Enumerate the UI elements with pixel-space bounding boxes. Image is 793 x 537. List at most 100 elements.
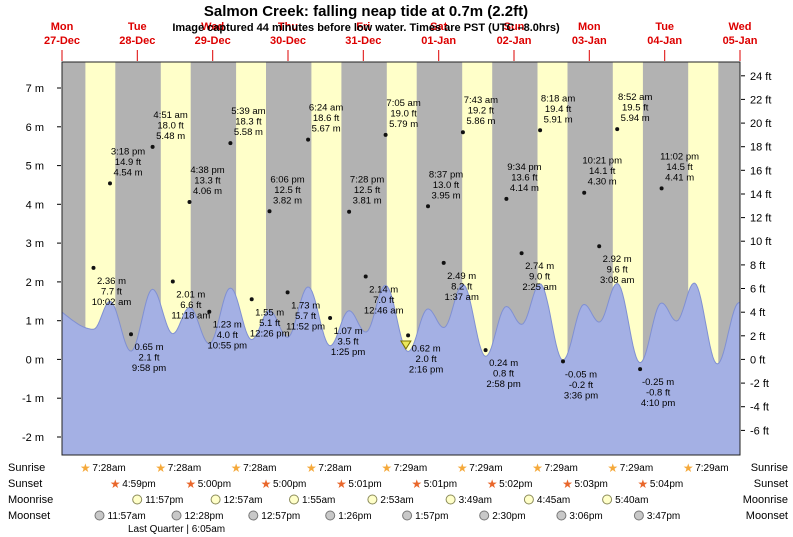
day-label: Mon: [578, 21, 601, 33]
tide-event-label-low: 0.24 m 0.8 ft 2:58 pm: [486, 358, 520, 390]
tide-event-dot: [170, 279, 175, 284]
chart-title: Salmon Creek: falling neap tide at 0.7m …: [204, 3, 528, 20]
tide-event-label-low: 2.92 m 9.6 ft 3:08 am: [600, 254, 634, 286]
sunset-icon: ★: [185, 477, 196, 491]
moonset-icon: [171, 510, 182, 521]
m-axis-tick-label: 5 m: [26, 161, 44, 173]
moonset-time: 3:06pm: [569, 511, 602, 522]
moon-phase-note: Last Quarter | 6:05am: [128, 524, 225, 535]
moonset-icon: [325, 510, 336, 521]
tide-event-label-high: 8:18 am 19.4 ft 5.91 m: [541, 93, 575, 125]
tide-event-dot: [267, 209, 272, 214]
moonset-icon: [633, 510, 644, 521]
sunset-time: 5:00pm: [198, 479, 231, 490]
tide-event-label-high: 10:21 pm 14.1 ft 4.30 m: [582, 156, 622, 188]
sunrise-icon: ★: [607, 461, 618, 475]
moonrise-time: 4:45am: [537, 495, 570, 506]
tide-event-dot: [363, 274, 368, 279]
ft-axis-tick-label: 14 ft: [750, 189, 771, 201]
moonrise-icon: [132, 494, 143, 505]
sunrise-time: 7:28am: [318, 463, 351, 474]
sunrise-icon: ★: [306, 461, 317, 475]
m-axis-tick-label: 3 m: [26, 238, 44, 250]
sunset-icon: ★: [562, 477, 573, 491]
day-label: Wed: [728, 21, 751, 33]
tide-event-label-high: 4:51 am 18.0 ft 5.48 m: [153, 110, 187, 142]
tide-event-dot: [108, 181, 112, 186]
date-label: 28-Dec: [119, 35, 155, 47]
tide-event-label-low: -0.25 m -0.8 ft 4:10 pm: [641, 377, 675, 409]
ft-axis-tick-label: 0 ft: [750, 354, 765, 366]
m-axis-tick-label: 4 m: [26, 199, 44, 211]
sunset-icon: ★: [336, 477, 347, 491]
sunset-icon: ★: [638, 477, 649, 491]
date-label: 04-Jan: [647, 35, 682, 47]
moonrise-time: 11:57pm: [145, 495, 183, 506]
tide-event-dot: [615, 127, 620, 132]
moonset-icon: [556, 510, 567, 521]
moonset-time: 1:57pm: [415, 511, 448, 522]
moonrise-time: 2:53am: [380, 495, 413, 506]
tide-event-dot: [406, 333, 411, 338]
moonrise-icon: [445, 494, 456, 505]
tide-event-dot: [91, 265, 96, 270]
moonset-icon: [94, 510, 105, 521]
day-label: Tue: [655, 21, 674, 33]
sunrise-icon: ★: [457, 461, 468, 475]
moonset-time: 3:47pm: [647, 511, 680, 522]
date-label: 30-Dec: [270, 35, 306, 47]
moonset-time: 1:26pm: [338, 511, 371, 522]
sunrise-icon: ★: [683, 461, 694, 475]
sunrise-time: 7:28am: [168, 463, 201, 474]
date-label: 31-Dec: [345, 35, 381, 47]
tide-event-dot: [228, 141, 233, 146]
sunrise-time: 7:29am: [620, 463, 653, 474]
sunrise-time: 7:29am: [695, 463, 728, 474]
date-label: 29-Dec: [195, 35, 231, 47]
tide-event-label-low: 0.65 m 2.1 ft 9:58 pm: [132, 342, 166, 374]
ft-axis-tick-label: 22 ft: [750, 94, 771, 106]
tide-event-label-high: 7:43 am 19.2 ft 5.86 m: [464, 95, 498, 127]
date-label: 01-Jan: [421, 35, 456, 47]
day-label: Fri: [356, 21, 370, 33]
m-axis-tick-label: -1 m: [22, 393, 44, 405]
tide-event-dot: [483, 348, 488, 353]
tide-event-label-high: 3:18 pm 14.9 ft 4.54 m: [111, 146, 145, 178]
row-label-moonrise-left: Moonrise: [8, 494, 53, 506]
day-label: Sat: [430, 21, 447, 33]
tide-event-dot: [187, 200, 192, 204]
day-label: Thu: [278, 21, 298, 33]
sunset-icon: ★: [110, 477, 121, 491]
sunrise-time: 7:29am: [545, 463, 578, 474]
tide-event-label-low: -0.05 m -0.2 ft 3:36 pm: [564, 369, 598, 401]
moonset-time: 12:57pm: [261, 511, 300, 522]
date-label: 02-Jan: [497, 35, 532, 47]
row-label-sunset-right: Sunset: [754, 478, 788, 490]
day-label: Mon: [51, 21, 74, 33]
tide-event-dot: [460, 130, 465, 135]
tide-event-dot: [519, 251, 524, 256]
row-label-moonset-left: Moonset: [8, 510, 50, 522]
moonset-time: 11:57am: [108, 511, 146, 522]
tide-event-dot: [249, 297, 254, 302]
sunrise-icon: ★: [155, 461, 166, 475]
sunrise-time: 7:29am: [469, 463, 502, 474]
tide-event-dot: [150, 144, 155, 149]
row-label-moonrise-right: Moonrise: [743, 494, 788, 506]
tide-event-label-high: 5:39 am 18.3 ft 5.58 m: [231, 106, 265, 138]
sunset-time: 4:59pm: [122, 479, 155, 490]
date-label: 05-Jan: [723, 35, 758, 47]
row-label-sunrise-left: Sunrise: [8, 462, 45, 474]
m-axis-tick-label: 0 m: [26, 354, 44, 366]
sunrise-time: 7:28am: [243, 463, 276, 474]
day-label: Sun: [504, 21, 525, 33]
ft-axis-tick-label: -6 ft: [750, 425, 769, 437]
tide-curve-line: [61, 282, 741, 365]
moonrise-time: 12:57am: [224, 495, 263, 506]
ft-axis-tick-label: 2 ft: [750, 331, 765, 343]
moonrise-icon: [523, 494, 534, 505]
day-label: Tue: [128, 21, 147, 33]
ft-axis-tick-label: 10 ft: [750, 236, 771, 248]
